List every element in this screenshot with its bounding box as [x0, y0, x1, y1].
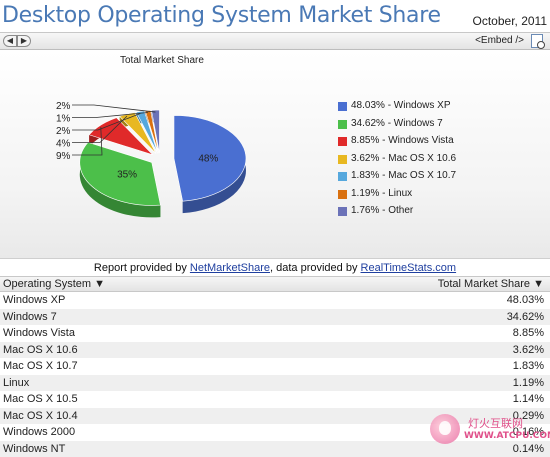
pie-data-label: 2% — [56, 126, 71, 137]
table-body: Windows XP 48.03% Windows 7 34.62% Windows V… — [0, 292, 550, 457]
share-cell: 8.85% — [512, 327, 544, 339]
pie-slice[interactable] — [79, 141, 161, 206]
share-cell: 0.16% — [512, 426, 544, 438]
legend-label: 48.03% - Windows XP — [351, 100, 451, 111]
pie-leader-line — [72, 113, 141, 131]
pie-data-label: 4% — [56, 139, 71, 150]
table-row[interactable]: Linux 1.19% — [0, 374, 550, 391]
pie-leader-line — [72, 127, 103, 156]
legend-swatch — [338, 154, 347, 164]
legend-label: 34.62% - Windows 7 — [351, 117, 443, 129]
watermark-logo — [430, 414, 460, 444]
legend-item: 34.62% - Windows 7 — [338, 117, 518, 131]
legend-item: 3.62% - Mac OS X 10.6 — [338, 152, 518, 166]
share-cell: 3.62% — [512, 343, 544, 356]
os-name-cell: Windows 2000 — [3, 426, 76, 438]
next-button[interactable]: ▶ — [17, 35, 31, 47]
data-source-link[interactable]: RealTimeStats.com — [360, 262, 457, 274]
legend-item: 1.76% - Other — [338, 205, 518, 218]
pie-leader-line — [72, 112, 148, 118]
os-name-cell: Windows XP — [3, 294, 66, 306]
pie-slice[interactable] — [173, 115, 247, 202]
page-title: Desktop Operating System Market Share — [2, 3, 441, 28]
share-cell: 48.03% — [506, 294, 544, 306]
toolbar: ◀ ▶ <Embed /> — [0, 32, 550, 50]
legend-swatch — [338, 189, 347, 199]
pie-slice[interactable] — [151, 109, 160, 154]
search-document-icon[interactable] — [531, 34, 545, 49]
os-name-cell: Mac OS X 10.4 — [3, 409, 78, 422]
os-name-cell: Linux — [3, 376, 30, 389]
watermark-url: WWW.ATCPU.COM — [464, 431, 550, 441]
legend-item: 1.83% - Mac OS X 10.7 — [338, 170, 518, 183]
pie-data-label: 1% — [56, 114, 71, 125]
pie-data-label: 48% — [198, 153, 218, 164]
os-name-cell: Windows Vista — [3, 327, 75, 339]
legend-swatch — [338, 172, 347, 181]
os-name-cell: Windows 7 — [3, 310, 57, 323]
share-cell: 0.14% — [512, 442, 544, 455]
legend-swatch — [338, 102, 347, 111]
table-row[interactable]: Windows 7 34.62% — [0, 308, 550, 325]
provider-link[interactable]: NetMarketShare — [189, 262, 270, 274]
table-row[interactable]: Windows 2000 0.16% — [0, 424, 550, 441]
table-header: Operating System ▼ Total Market Share ▼ — [0, 276, 550, 292]
legend-label: 1.83% - Mac OS X 10.7 — [351, 170, 457, 181]
legend-item: 1.19% - Linux — [338, 187, 518, 201]
table-row[interactable]: Mac OS X 10.6 3.62% — [0, 341, 550, 358]
title-bar: Desktop Operating System Market Share Oc… — [0, 0, 550, 32]
market-share-table: Operating System ▼ Total Market Share ▼ … — [0, 276, 550, 457]
table-row[interactable]: Mac OS X 10.4 0.29% — [0, 407, 550, 424]
table-row[interactable]: Windows Vista 8.85% — [0, 325, 550, 342]
legend-swatch — [338, 207, 347, 216]
share-cell: 0.29% — [512, 409, 544, 422]
chart-area: Total Market Share 48% 35% 2% 1% 2% 4% 9% 48.0… — [0, 51, 550, 258]
pie-chart: 48%35%2%1%2%4%9% — [56, 101, 247, 218]
chart-title: Total Market Share — [120, 55, 204, 66]
pie-data-label: 9% — [56, 151, 71, 162]
pie-leader-line — [72, 104, 156, 113]
legend-swatch — [338, 119, 347, 129]
table-row[interactable]: Windows NT 0.14% — [0, 440, 550, 457]
report-prefix: Report provided by — [93, 262, 190, 274]
column-header-os[interactable]: Operating System ▼ — [3, 278, 105, 290]
report-date: October, 2011 — [472, 14, 548, 28]
pie-data-label: 35% — [117, 169, 137, 180]
watermark-name: 灯火互联网 — [468, 417, 523, 430]
report-middle: , data provided by — [270, 262, 361, 274]
column-header-share[interactable]: Total Market Share ▼ — [437, 278, 544, 290]
table-row[interactable]: Mac OS X 10.5 1.14% — [0, 391, 550, 408]
share-cell: 1.83% — [512, 360, 544, 372]
os-name-cell: Mac OS X 10.6 — [3, 343, 78, 356]
table-row[interactable]: Mac OS X 10.7 1.83% — [0, 358, 550, 375]
watermark: 灯火互联网 WWW.ATCPU.COM — [430, 411, 550, 449]
legend-label: 8.85% - Windows Vista — [351, 135, 454, 146]
legend-swatch — [338, 137, 347, 146]
legend-label: 1.19% - Linux — [351, 187, 413, 199]
share-cell: 1.14% — [512, 393, 544, 405]
embed-button[interactable]: <Embed /> — [475, 35, 524, 46]
pie-slice-side — [79, 142, 161, 218]
legend-item: 8.85% - Windows Vista — [338, 135, 518, 148]
os-name-cell: Mac OS X 10.7 — [3, 360, 78, 372]
os-name-cell: Mac OS X 10.5 — [3, 393, 78, 405]
table-row[interactable]: Windows XP 48.03% — [0, 292, 550, 309]
os-name-cell: Windows NT — [3, 442, 66, 455]
legend-label: 3.62% - Mac OS X 10.6 — [351, 152, 457, 164]
legend-label: 1.76% - Other — [351, 205, 414, 216]
pie-leader-line — [72, 115, 128, 143]
share-cell: 34.62% — [506, 310, 544, 323]
report-credits: Report provided by NetMarketShare, data … — [0, 258, 550, 276]
pie-data-label: 2% — [56, 101, 71, 112]
legend-item: 48.03% - Windows XP — [338, 100, 518, 113]
share-cell: 1.19% — [512, 376, 544, 389]
previous-button[interactable]: ◀ — [3, 35, 17, 47]
